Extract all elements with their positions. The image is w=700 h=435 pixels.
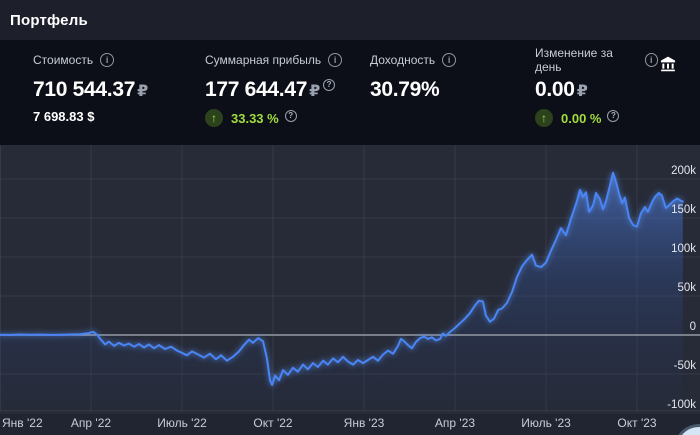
area-fill [0, 172, 683, 411]
stat-profit-change-pct: 33.33 % [231, 110, 279, 126]
stat-value-amount: 710 544.37 ₽ [33, 78, 148, 101]
x-tick-label: Июль '22 [157, 416, 207, 430]
info-icon[interactable]: i [100, 53, 115, 67]
stat-yield-label: Доходность [370, 53, 436, 67]
stat-value-secondary: 7 698.83 $ [33, 109, 95, 124]
stat-profit-label: Суммарная прибыль [205, 53, 322, 67]
stat-profit: Суммарная прибыль i 177 644.47 ₽? ↑ 33.33… [205, 52, 370, 127]
stat-daily-change-row: ↑ 0.00 % ? [535, 109, 658, 127]
stat-profit-change: ↑ 33.33 % ? [205, 109, 370, 127]
page-title: Портфель [10, 11, 88, 29]
ruble-sign: ₽ [576, 83, 588, 100]
y-tick-label: 100k [671, 243, 696, 255]
help-icon[interactable]: ? [607, 110, 620, 122]
info-icon[interactable]: i [328, 53, 343, 67]
x-tick-label: Апр '22 [71, 416, 111, 430]
y-tick-label: 200k [671, 165, 696, 177]
x-tick-label: Окт '22 [253, 416, 293, 430]
info-icon[interactable]: i [442, 53, 457, 67]
help-icon[interactable]: ? [322, 79, 335, 91]
series-line [0, 171, 684, 386]
y-tick-label: 50k [677, 282, 696, 294]
ruble-sign: ₽ [309, 83, 320, 100]
y-tick-label: 150k [671, 204, 696, 216]
y-tick-label: 0 [690, 321, 696, 333]
x-tick-label: Июль '23 [521, 416, 571, 430]
chat-fab-button[interactable] [677, 427, 700, 435]
stat-yield: Доходность i 30.79% [370, 52, 535, 102]
stat-value: Стоимость i 710 544.37 ₽ 7 698.83 $ [33, 52, 205, 124]
up-arrow-icon: ↑ [535, 109, 553, 127]
x-tick-label: Апр '23 [435, 416, 475, 430]
y-tick-label: -50k [674, 360, 697, 372]
up-arrow-icon: ↑ [205, 109, 223, 127]
y-tick-label: -100k [667, 399, 696, 411]
x-tick-label: Янв '23 [344, 416, 385, 430]
stat-profit-amount: 177 644.47 ₽? [205, 78, 370, 102]
stat-value-label: Стоимость [33, 53, 94, 67]
bank-icon[interactable] [658, 54, 678, 74]
x-axis-strip [0, 411, 700, 435]
stat-daily-change-pct: 0.00 % [561, 110, 602, 126]
ruble-sign: ₽ [137, 83, 148, 100]
help-icon[interactable]: ? [284, 110, 297, 122]
x-tick-label: Окт '23 [617, 416, 657, 430]
x-tick-label: Янв '22 [2, 416, 43, 430]
stat-daily-label: Изменение за день [535, 46, 613, 74]
chart-canvas: 200k 150k 100k 50k 0 -50k -100k Янв '22 Апр '22 И… [0, 145, 700, 435]
stat-daily-amount: 0.00 ₽ [535, 78, 588, 101]
portfolio-chart[interactable]: 200k 150k 100k 50k 0 -50k -100k Янв '22 Апр '22 И… [0, 145, 700, 435]
info-icon[interactable]: i [644, 53, 658, 67]
stats-panel: Стоимость i 710 544.37 ₽ 7 698.83 $ Сумма… [0, 40, 700, 145]
stat-daily-change: Изменение за день i 0.00 ₽ ↑ 0.00 % ? [535, 46, 658, 127]
stat-yield-amount: 30.79% [370, 78, 440, 101]
page-header: Портфель [0, 0, 700, 40]
